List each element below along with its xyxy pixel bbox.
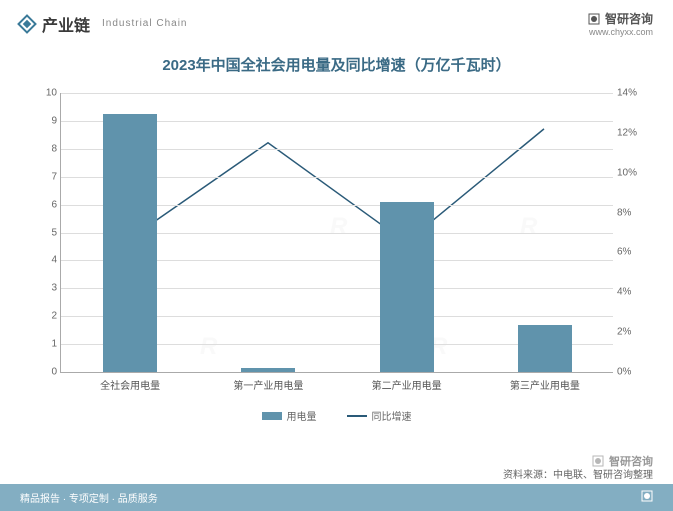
y-right-tick: 0% bbox=[617, 367, 647, 378]
source-text: 资料来源：中电联、智研咨询整理 bbox=[503, 466, 653, 481]
y-left-tick: 2 bbox=[33, 311, 57, 322]
legend-line-swatch bbox=[347, 415, 367, 417]
y-right-tick: 14% bbox=[617, 88, 647, 99]
bar bbox=[380, 202, 434, 372]
bar bbox=[241, 368, 295, 372]
y-left-tick: 3 bbox=[33, 283, 57, 294]
y-left-tick: 7 bbox=[33, 171, 57, 182]
header: 产业链 Industrial Chain 智研咨询 www.chyxx.com bbox=[0, 0, 673, 42]
y-left-tick: 1 bbox=[33, 339, 57, 350]
y-right-tick: 2% bbox=[617, 327, 647, 338]
y-right-tick: 4% bbox=[617, 287, 647, 298]
brand-name: 智研咨询 bbox=[605, 10, 653, 27]
brand-url: www.chyxx.com bbox=[587, 27, 653, 37]
footer-bar: 精品报告 · 专项定制 · 品质服务 bbox=[0, 484, 673, 511]
header-title: 产业链 bbox=[42, 12, 90, 36]
x-tick-label: 第二产业用电量 bbox=[372, 377, 442, 392]
bar bbox=[518, 325, 572, 372]
footer-text: 精品报告 · 专项定制 · 品质服务 bbox=[20, 490, 158, 505]
y-right-tick: 6% bbox=[617, 247, 647, 258]
legend-bar: 用电量 bbox=[262, 408, 317, 423]
legend-bar-swatch bbox=[262, 412, 282, 420]
chart-title: 2023年中国全社会用电量及同比增速（万亿千瓦时） bbox=[0, 42, 673, 83]
y-left-tick: 4 bbox=[33, 255, 57, 266]
grid-line bbox=[61, 93, 613, 94]
x-tick-label: 第一产业用电量 bbox=[233, 377, 303, 392]
y-left-tick: 9 bbox=[33, 115, 57, 126]
plot-area: 0123456789100%2%4%6%8%10%12%14%全社会用电量第一产… bbox=[60, 93, 613, 373]
legend-line: 同比增速 bbox=[347, 408, 412, 423]
y-left-tick: 5 bbox=[33, 227, 57, 238]
legend-line-label: 同比增速 bbox=[372, 408, 412, 423]
x-tick-label: 第三产业用电量 bbox=[510, 377, 580, 392]
footer-brand-icon bbox=[641, 490, 653, 505]
chart-container: R R R R R 0123456789100%2%4%6%8%10%12%14… bbox=[20, 83, 653, 423]
y-right-tick: 8% bbox=[617, 207, 647, 218]
header-left: 产业链 Industrial Chain bbox=[20, 12, 211, 36]
y-left-tick: 10 bbox=[33, 88, 57, 99]
y-right-tick: 10% bbox=[617, 167, 647, 178]
brand-icon bbox=[587, 12, 601, 26]
legend-bar-label: 用电量 bbox=[287, 408, 317, 423]
y-left-tick: 6 bbox=[33, 199, 57, 210]
header-marker-icon bbox=[17, 14, 37, 34]
y-left-tick: 0 bbox=[33, 367, 57, 378]
header-brand: 智研咨询 www.chyxx.com bbox=[587, 10, 653, 37]
header-subtitle: Industrial Chain bbox=[102, 18, 187, 29]
bar bbox=[103, 114, 157, 372]
y-left-tick: 8 bbox=[33, 143, 57, 154]
y-right-tick: 12% bbox=[617, 127, 647, 138]
x-tick-label: 全社会用电量 bbox=[100, 377, 160, 392]
legend: 用电量 同比增速 bbox=[20, 408, 653, 423]
